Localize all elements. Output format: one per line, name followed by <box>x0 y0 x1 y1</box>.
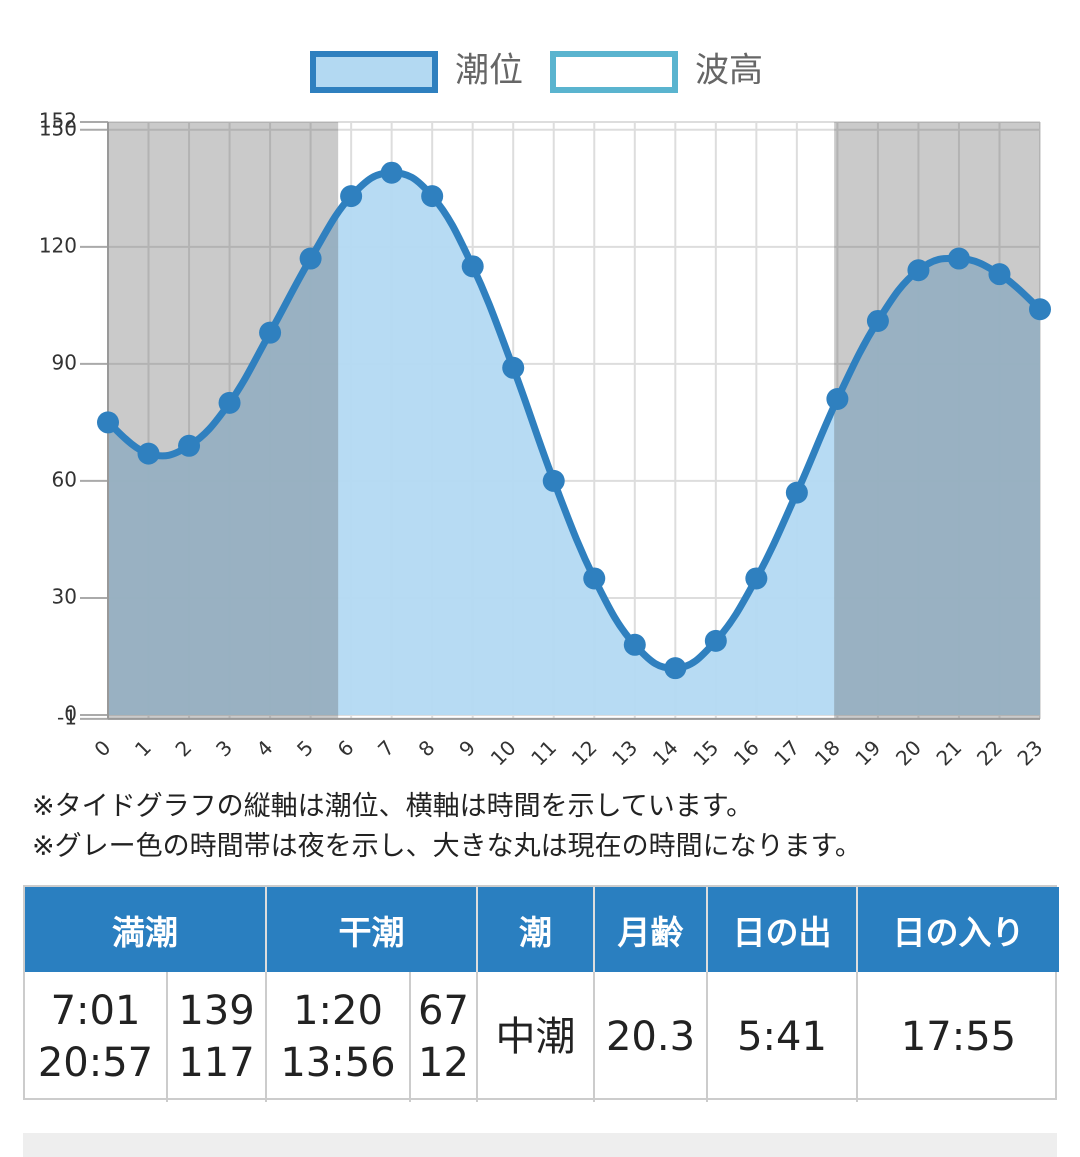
x-tick-label: 4 <box>252 735 278 761</box>
x-tick-label: 23 <box>1012 735 1047 770</box>
x-tick-label: 12 <box>567 735 602 770</box>
cell: 139 117 <box>168 972 267 1102</box>
footer-bar <box>23 1133 1057 1157</box>
x-tick-label: 10 <box>486 735 521 770</box>
legend-swatch <box>310 51 438 93</box>
x-tick-label: 18 <box>810 735 845 770</box>
x-tick-label: 14 <box>648 735 683 770</box>
y-tick-label: 0 <box>64 702 77 726</box>
x-tick-label: 9 <box>454 735 480 761</box>
point <box>421 185 444 208</box>
point <box>178 434 201 457</box>
cell: 67 12 <box>411 972 478 1102</box>
point <box>502 356 525 379</box>
cell: 5:41 <box>708 972 858 1102</box>
note: ※タイドグラフの縦軸は潮位、横軸は時間を示しています。 <box>32 791 754 822</box>
x-tick-label: 17 <box>769 735 804 770</box>
point <box>866 309 889 332</box>
point <box>745 567 768 590</box>
point <box>542 469 565 492</box>
note: ※グレー色の時間帯は夜を示し、大きな丸は現在の時間になります。 <box>32 831 862 862</box>
point <box>97 411 119 434</box>
y-tick-label: 150 <box>39 116 77 140</box>
x-tick-label: 20 <box>891 735 926 770</box>
header: 月齢 <box>595 887 708 972</box>
x-tick-label: 5 <box>292 735 318 761</box>
point <box>461 255 484 278</box>
cell: 7:01 20:57 <box>25 972 168 1102</box>
legend-label: 潮位 <box>455 51 523 91</box>
cell: 中潮 <box>478 972 595 1102</box>
cell: 20.3 <box>595 972 708 1102</box>
level: 139 <box>178 988 255 1034</box>
x-tick-label: 16 <box>729 735 764 770</box>
header: 満潮 <box>25 887 267 972</box>
header: 日の出 <box>708 887 858 972</box>
level: 117 <box>178 1040 255 1086</box>
point <box>826 387 849 410</box>
level: 67 <box>418 988 469 1034</box>
header: 日の入り <box>858 887 1059 972</box>
y-tick-label: 60 <box>52 467 77 491</box>
x-tick-label: 3 <box>211 735 237 761</box>
point <box>988 263 1011 286</box>
legend-label: 波高 <box>695 51 763 91</box>
x-tick-label: 22 <box>972 735 1007 770</box>
point <box>299 247 322 270</box>
x-tick-label: 21 <box>931 735 966 770</box>
x-tick-label: 7 <box>373 735 399 761</box>
cell: 1:20 13:56 <box>267 972 411 1102</box>
time: 20:57 <box>37 1040 154 1086</box>
point <box>259 321 282 344</box>
header: 潮 <box>478 887 595 972</box>
time: 1:20 <box>293 988 383 1034</box>
y-tick-label: 152 <box>39 109 77 133</box>
point <box>218 391 241 414</box>
time: 7:01 <box>50 988 141 1034</box>
x-tick-label: 13 <box>607 735 642 770</box>
point <box>137 442 160 465</box>
x-tick-label: 0 <box>89 735 115 761</box>
level: 12 <box>418 1040 469 1086</box>
point <box>380 161 403 184</box>
tide-table: 満潮 干潮 潮 月齢 日の出 日の入り 7:01 20:57 139 117 1:2… <box>23 885 1059 1102</box>
legend-swatch <box>550 51 678 93</box>
y-tick-label: 90 <box>52 350 77 374</box>
point <box>947 247 970 270</box>
point <box>583 567 606 590</box>
x-tick-label: 1 <box>130 735 156 761</box>
x-tick-label: 8 <box>414 735 440 761</box>
cell: 17:55 <box>900 1014 1017 1060</box>
x-tick-label: 11 <box>526 735 561 770</box>
y-tick-label: 30 <box>52 584 77 608</box>
y-tick-label: 120 <box>39 233 77 257</box>
area <box>108 172 1040 715</box>
time: 13:56 <box>280 1040 396 1086</box>
x-tick-label: 19 <box>850 735 885 770</box>
point <box>907 259 930 282</box>
point <box>704 629 727 652</box>
point <box>340 185 363 208</box>
point <box>1029 298 1051 321</box>
night-band <box>108 122 339 719</box>
x-tick-label: 2 <box>170 735 196 761</box>
x-tick-label: 6 <box>333 735 359 761</box>
point <box>623 633 646 656</box>
y-tick-label: -1 <box>57 705 77 729</box>
night-band <box>834 122 1040 719</box>
point <box>664 657 687 680</box>
header: 干潮 <box>267 887 478 972</box>
x-tick-label: 15 <box>688 735 723 770</box>
point <box>785 481 808 504</box>
